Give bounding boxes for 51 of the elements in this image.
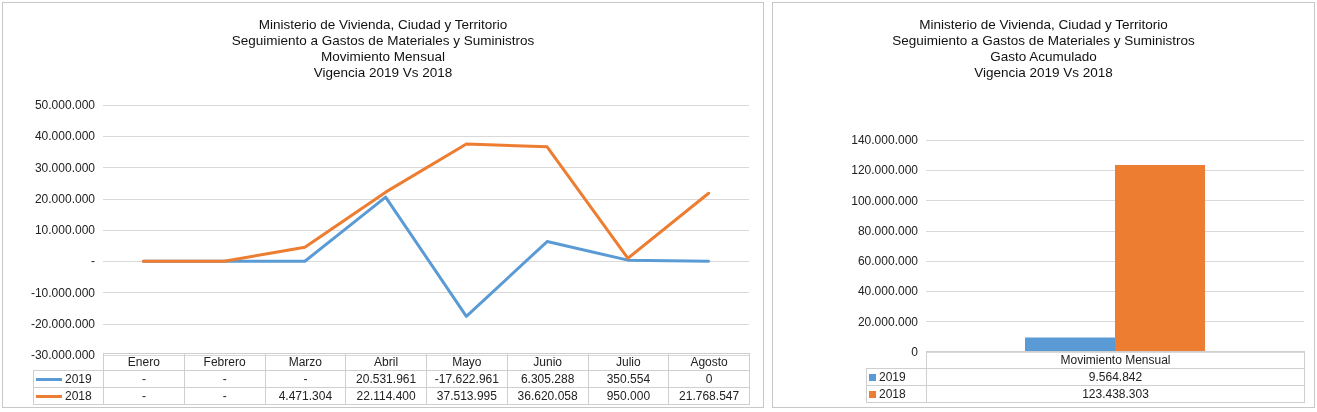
- line-series: [141, 142, 711, 263]
- y-tick-label: -10.000.000: [30, 285, 96, 300]
- y-tick-label: -: [91, 254, 95, 269]
- x-tick-label: Abril: [345, 353, 427, 371]
- chart-title: Ministerio de Vivienda, Ciudad y Territorio Seguimiento a Gastos de Materiales y Suministros Gasto Acumulado Vigencia 2019 Vs 2018: [891, 17, 1196, 81]
- y-tick-label: 100.000.000: [851, 193, 919, 208]
- x-tick-label: Agosto: [668, 353, 750, 371]
- y-tick-label: 40.000.000: [857, 284, 919, 299]
- data-label: -: [103, 370, 185, 388]
- data-label: -: [265, 370, 346, 388]
- y-tick-label: -30.000.000: [30, 348, 96, 362]
- y-tick-label: 40.000.000: [34, 129, 96, 144]
- data-label: -: [103, 387, 185, 405]
- data-label: 36.620.058: [507, 387, 588, 405]
- x-tick-label: Junio: [507, 353, 588, 371]
- y-tick-label: 120.000.000: [851, 163, 919, 178]
- y-tick-label: 30.000.000: [34, 160, 96, 175]
- data-label: -: [184, 370, 265, 388]
- x-tick-label: Marzo: [265, 353, 346, 371]
- legend-label: 2018: [33, 387, 104, 405]
- data-label: 20.531.961: [345, 370, 427, 388]
- chart-title: Ministerio de Vivienda, Ciudad y Territorio Seguimiento a Gastos de Materiales y Suministros Movimiento Mensual Vigencia 2019 Vs 2018: [230, 17, 536, 81]
- y-tick-label: 80.000.000: [857, 223, 919, 238]
- y-tick-label: 10.000.000: [34, 223, 96, 237]
- data-label: 9.564.842: [926, 368, 1305, 386]
- x-tick-label: Enero: [103, 353, 185, 371]
- data-label: 350.554: [588, 370, 669, 388]
- x-tick-label: Movimiento Mensual: [926, 351, 1305, 369]
- y-tick-label: 0: [911, 345, 919, 359]
- legend-label: 2018: [866, 385, 927, 403]
- legend-label: 2019: [33, 370, 104, 388]
- y-tick-label: 50.000.000: [34, 98, 96, 112]
- data-label: 37.513.995: [426, 387, 508, 405]
- y-tick-label: 140.000.000: [851, 133, 919, 147]
- data-label: -: [184, 387, 265, 405]
- y-tick-label: 60.000.000: [857, 254, 919, 269]
- y-tick-label: -20.000.000: [30, 316, 96, 331]
- data-label: 4.471.304: [265, 387, 346, 405]
- x-tick-label: Mayo: [426, 353, 508, 371]
- y-tick-label: 20.000.000: [857, 314, 919, 329]
- x-tick-label: Febrero: [184, 353, 265, 371]
- data-label: 950.000: [588, 387, 669, 405]
- data-label: 21.768.547: [668, 387, 750, 405]
- data-label: 0: [668, 370, 750, 388]
- data-label: 22.114.400: [345, 387, 427, 405]
- data-label: 6.305.288: [507, 370, 588, 388]
- legend-label: 2019: [866, 368, 927, 386]
- x-tick-label: Julio: [588, 353, 669, 371]
- data-label: 123.438.303: [926, 385, 1305, 403]
- data-label: -17.622.961: [426, 370, 508, 388]
- y-tick-label: 20.000.000: [34, 191, 96, 206]
